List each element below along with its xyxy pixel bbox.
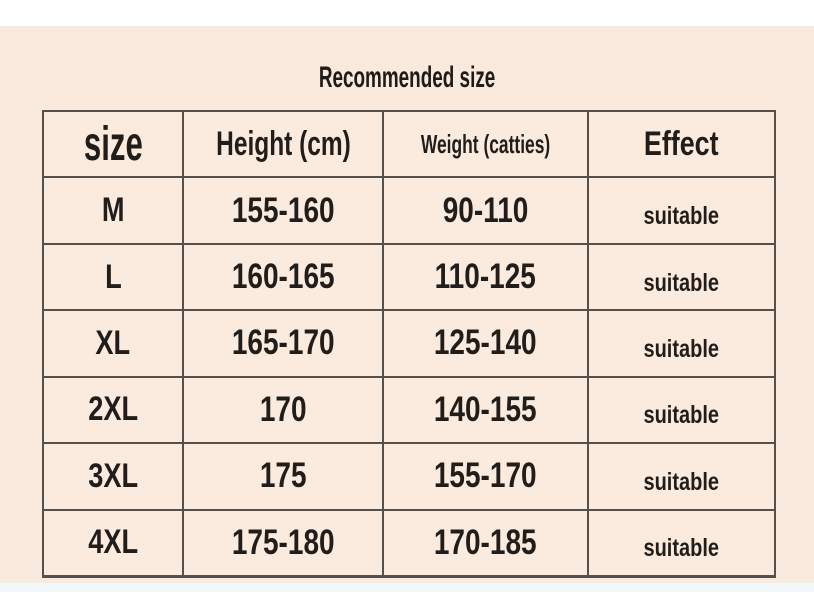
cell-height: 165-170: [184, 311, 382, 376]
cell-effect: suitable: [589, 377, 774, 443]
cell-effect-label: suitable: [643, 334, 720, 363]
cell-size: XL: [44, 311, 182, 376]
cell-effect: suitable: [589, 510, 774, 575]
cell-height-label: 175: [259, 456, 307, 496]
cell-effect-label: suitable: [643, 534, 720, 563]
cell-height-label: 155-160: [231, 190, 335, 230]
cell-height: 155-160: [184, 178, 382, 243]
cell-weight-label: 155-170: [434, 456, 537, 496]
cell-weight: 155-170: [384, 444, 587, 509]
cell-size-label: L: [104, 257, 122, 296]
cell-effect: suitable: [589, 178, 774, 243]
cell-weight: 140-155: [384, 377, 587, 443]
page-title-text: Recommended size: [318, 61, 496, 94]
cell-weight: 125-140: [384, 311, 587, 376]
cell-size-label: XL: [95, 323, 131, 362]
size-table: size Height (cm) Weight (catties) Effect…: [42, 110, 776, 578]
cell-height: 175: [184, 444, 382, 509]
column-header-size: size: [44, 112, 182, 177]
cell-weight-label: 90-110: [442, 190, 529, 230]
column-header-height-label: Height (cm): [215, 124, 351, 163]
column-header-effect-label: Effect: [644, 124, 719, 163]
cell-height-label: 175-180: [231, 522, 335, 562]
cell-weight: 170-185: [384, 510, 587, 575]
cell-size: 4XL: [44, 510, 182, 575]
cell-weight-label: 170-185: [434, 522, 537, 562]
column-header-effect: Effect: [589, 112, 774, 177]
cell-height: 175-180: [184, 510, 382, 575]
column-header-size-label: size: [83, 117, 143, 171]
cell-size-label: M: [101, 191, 125, 230]
cell-effect-label: suitable: [643, 401, 720, 430]
cell-effect: suitable: [589, 244, 774, 310]
cell-weight: 90-110: [384, 178, 587, 243]
cell-size: M: [44, 178, 182, 243]
page-title: Recommended size: [0, 57, 814, 99]
column-header-height: Height (cm): [184, 112, 382, 177]
cell-size: L: [44, 244, 182, 310]
cell-height-label: 170: [259, 389, 307, 429]
cell-effect: suitable: [589, 444, 774, 509]
column-header-weight-label: Weight (catties): [420, 128, 551, 159]
cell-effect-label: suitable: [643, 202, 720, 231]
cell-weight-label: 110-125: [434, 257, 537, 297]
cell-height-label: 165-170: [231, 323, 335, 363]
cell-weight: 110-125: [384, 244, 587, 310]
cell-size-label: 4XL: [88, 523, 138, 562]
cell-size-label: 2XL: [88, 390, 138, 429]
cell-height: 160-165: [184, 244, 382, 310]
column-header-weight: Weight (catties): [384, 112, 587, 177]
cell-effect-label: suitable: [643, 467, 720, 496]
cell-size: 2XL: [44, 377, 182, 443]
cell-weight-label: 140-155: [434, 389, 537, 429]
cell-weight-label: 125-140: [434, 323, 537, 363]
cell-size: 3XL: [44, 444, 182, 509]
cell-effect-label: suitable: [643, 268, 720, 297]
cell-height: 170: [184, 377, 382, 443]
cell-effect: suitable: [589, 311, 774, 376]
bottom-strip: [0, 583, 814, 592]
cell-height-label: 160-165: [231, 257, 335, 297]
cell-size-label: 3XL: [88, 456, 138, 495]
